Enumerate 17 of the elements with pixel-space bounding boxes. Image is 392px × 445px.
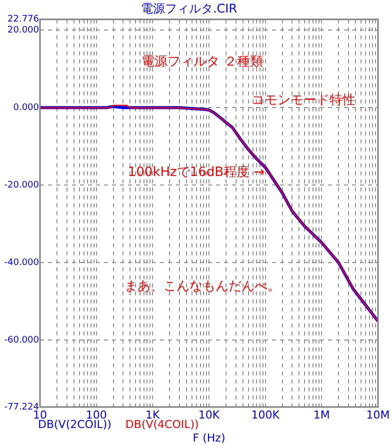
x-tick-label: 1M: [313, 408, 330, 422]
y-tick-label: -40.000: [4, 258, 40, 268]
y-tick-label: 20.000: [8, 26, 40, 36]
y-tick-label: -20.000: [4, 180, 40, 191]
y-tick-label: -60.000: [4, 336, 40, 346]
x-tick-label: 100K: [251, 408, 280, 422]
chart-title: 電源フィルタ.CIR: [140, 1, 238, 16]
y-tick-label: 22.776: [8, 14, 40, 25]
x-axis-title: F (Hz): [192, 431, 226, 444]
annotation: コモンモード特性: [252, 93, 356, 108]
x-tick-label: 10M: [366, 408, 390, 422]
text: DB(V(4COIL)): [125, 418, 199, 431]
y-tick-label: 0.000: [13, 103, 40, 114]
annotation: まあ、こんなもんだんべ。: [124, 279, 280, 294]
x-tick-label: 10K: [198, 408, 220, 422]
annotation: 電源フィルタ ２種類: [142, 54, 263, 70]
annotation: 100kHzで16dB程度 →: [128, 164, 265, 180]
